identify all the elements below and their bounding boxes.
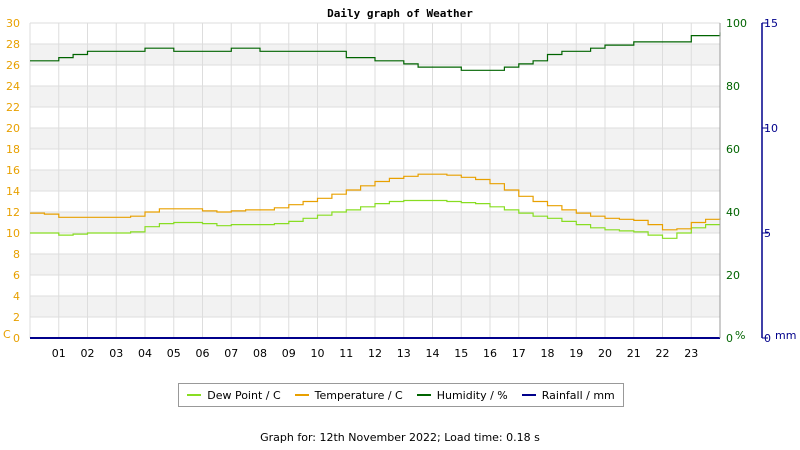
y-tick-humidity: 60: [726, 143, 740, 156]
series-line-0: [30, 199, 720, 239]
y-tick-humidity: 0: [726, 332, 733, 345]
y-tick-left: 2: [13, 311, 20, 324]
y-tick-left: 12: [6, 206, 20, 219]
x-tick: 16: [483, 347, 497, 360]
y-tick-rainfall: 0: [764, 332, 771, 345]
legend-item-0: Dew Point / C: [187, 388, 281, 402]
plot-series: [30, 32, 721, 339]
x-tick: 14: [426, 347, 440, 360]
y-tick-left: 4: [13, 290, 20, 303]
y-tick-left: 8: [13, 248, 20, 261]
x-tick: 08: [253, 347, 267, 360]
x-tick: 13: [397, 347, 411, 360]
y-tick-humidity: 20: [726, 269, 740, 282]
plot-grid: [29, 22, 721, 339]
y-tick-left: 10: [6, 227, 20, 240]
y-tick-left: 16: [6, 164, 20, 177]
y-tick-left: 24: [6, 80, 20, 93]
x-tick: 02: [81, 347, 95, 360]
legend-label: Dew Point / C: [207, 388, 281, 402]
x-tick: 17: [512, 347, 526, 360]
humidity-axis-unit: %: [735, 329, 745, 342]
x-tick: 09: [282, 347, 296, 360]
legend-label: Temperature / C: [314, 388, 403, 402]
y-tick-left: 22: [6, 101, 20, 114]
rainfall-axis-unit: mm: [775, 329, 796, 342]
chart-title: Daily graph of Weather: [327, 7, 473, 20]
legend-swatch: [416, 394, 431, 396]
x-tick: 20: [598, 347, 612, 360]
legend-label: Rainfall / mm: [541, 388, 615, 402]
y-tick-left: 30: [6, 17, 20, 30]
legend-swatch: [521, 394, 536, 396]
x-tick: 22: [656, 347, 670, 360]
x-tick: 03: [109, 347, 123, 360]
x-tick: 10: [311, 347, 325, 360]
y-tick-rainfall: 15: [764, 17, 778, 30]
y-tick-left: 28: [6, 38, 20, 51]
series-line-1: [30, 173, 721, 231]
x-tick: 19: [569, 347, 583, 360]
y-tick-humidity: 80: [726, 80, 740, 93]
x-tick: 07: [224, 347, 238, 360]
y-tick-humidity: 100: [726, 17, 747, 30]
plot-axes: [719, 22, 768, 339]
series-line-2: [30, 32, 721, 71]
x-tick: 04: [138, 347, 152, 360]
chart-legend: Dew Point / C Temperature / C Humidity / %…: [178, 383, 624, 407]
y-tick-left: 14: [6, 185, 20, 198]
legend-label: Humidity / %: [436, 388, 508, 402]
x-tick: 12: [368, 347, 382, 360]
x-tick: 01: [52, 347, 66, 360]
y-tick-left: 0: [13, 332, 20, 345]
x-tick: 11: [339, 347, 353, 360]
x-tick: 18: [541, 347, 555, 360]
legend-swatch: [187, 394, 202, 396]
x-tick: 15: [454, 347, 468, 360]
y-tick-left: 6: [13, 269, 20, 282]
legend-swatch: [294, 394, 309, 396]
x-tick: 23: [684, 347, 698, 360]
legend-item-3: Rainfall / mm: [521, 388, 615, 402]
y-tick-rainfall: 10: [764, 122, 778, 135]
x-tick: 21: [627, 347, 641, 360]
x-tick: 05: [167, 347, 181, 360]
left-axis-unit: C: [3, 328, 11, 341]
x-tick: 06: [196, 347, 210, 360]
graph-footer: Graph for: 12th November 2022; Load time…: [260, 431, 540, 444]
y-tick-rainfall: 5: [764, 227, 771, 240]
legend-item-1: Temperature / C: [294, 388, 403, 402]
plot-labels: 0246810121416182022242628300204060801000…: [3, 17, 796, 360]
y-tick-left: 20: [6, 122, 20, 135]
legend-item-2: Humidity / %: [416, 388, 508, 402]
y-tick-left: 26: [6, 59, 20, 72]
y-tick-humidity: 40: [726, 206, 740, 219]
y-tick-left: 18: [6, 143, 20, 156]
